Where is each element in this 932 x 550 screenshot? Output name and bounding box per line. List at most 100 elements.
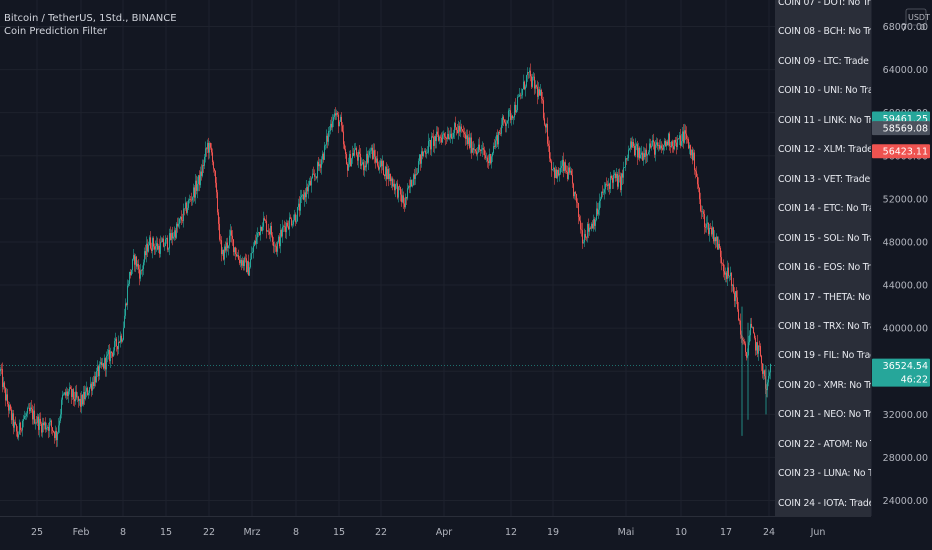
candle-body — [231, 230, 232, 236]
candle-body — [622, 173, 623, 178]
candle-body — [544, 118, 545, 125]
candle-body — [209, 143, 210, 153]
time-tick-label: Mai — [618, 527, 635, 538]
candle-body — [204, 156, 205, 166]
candle-body — [241, 259, 242, 266]
candle-body — [568, 167, 569, 179]
price-badge: 58569.08 — [872, 121, 930, 136]
candle-body — [728, 267, 729, 277]
candle-body — [43, 422, 44, 426]
candle-body — [82, 394, 83, 405]
candle-body — [589, 227, 590, 232]
candle-body — [97, 366, 98, 371]
candle-body — [265, 220, 266, 221]
candle-body — [442, 134, 443, 143]
candle-body — [578, 203, 579, 217]
candle-body — [474, 149, 475, 150]
candle-body — [682, 131, 683, 142]
candle-body — [280, 230, 281, 247]
candle-body — [179, 218, 180, 224]
candle-body — [520, 94, 521, 96]
candle-body — [27, 408, 28, 414]
candle-body — [735, 291, 736, 302]
candle-body — [710, 227, 711, 229]
candle-body — [128, 283, 129, 286]
candle-body — [374, 150, 375, 157]
indicator-name[interactable]: Coin Prediction Filter — [4, 26, 108, 37]
coin-row: COIN 15 - SOL: No Trade — [778, 232, 871, 244]
candle-body — [483, 148, 484, 150]
candle-body — [272, 235, 273, 242]
candle-body — [257, 233, 258, 238]
symbol-title[interactable]: Bitcoin / TetherUS, 1Std., BINANCE — [4, 13, 177, 24]
time-axis[interactable] — [0, 516, 932, 550]
candle-body — [730, 272, 731, 277]
candle-body — [550, 158, 551, 162]
candle-body — [668, 133, 669, 146]
candle-body — [734, 292, 735, 302]
candle-body — [332, 121, 333, 128]
candle-body — [461, 126, 462, 130]
candle-body — [676, 142, 677, 148]
candle-body — [432, 136, 433, 137]
candle-body — [402, 195, 403, 202]
candle-body — [722, 263, 723, 264]
candle-body — [301, 195, 302, 198]
candle-body — [358, 151, 359, 161]
candle-body — [505, 122, 506, 126]
candle-body — [430, 140, 431, 150]
chart-grid — [0, 0, 871, 516]
candle-body — [652, 140, 653, 146]
candle-body — [392, 178, 393, 187]
candle-body — [312, 173, 313, 179]
candle-body — [634, 146, 635, 156]
candle-body — [117, 346, 118, 350]
candle-body — [499, 131, 500, 134]
price-tick-label: 68000.00 — [883, 22, 928, 33]
candle-body — [16, 424, 17, 432]
candle-body — [741, 334, 742, 339]
candle-body — [217, 192, 218, 213]
candle-body — [106, 355, 107, 370]
candle-body — [214, 168, 215, 171]
candle-body — [60, 414, 61, 421]
candle-body — [539, 89, 540, 96]
candle-body — [80, 398, 81, 407]
candle-body — [501, 125, 502, 134]
candle-body — [104, 358, 105, 369]
candle-body — [577, 202, 578, 204]
candle-body — [327, 135, 328, 142]
candle-body — [121, 335, 122, 342]
candle-body — [625, 158, 626, 168]
candle-body — [592, 223, 593, 229]
candle-body — [224, 246, 225, 260]
candle-body — [45, 422, 46, 430]
candle-body — [631, 141, 632, 148]
candle-body — [500, 133, 501, 134]
candle-body — [370, 150, 371, 152]
currency-box[interactable]: USDT 0 — [905, 8, 930, 32]
candle-body — [754, 333, 755, 338]
candle-body — [139, 269, 140, 279]
candle-body — [165, 239, 166, 247]
candle-body — [96, 370, 97, 383]
candle-body — [688, 139, 689, 149]
candle-body — [609, 183, 610, 189]
candle-body — [75, 391, 76, 402]
candle-body — [186, 202, 187, 213]
candle-body — [452, 137, 453, 139]
candle-body — [404, 203, 405, 208]
candle-body — [36, 422, 37, 424]
candle-body — [201, 171, 202, 176]
candle-body — [509, 110, 510, 111]
candle-body — [640, 154, 641, 159]
candle-body — [270, 226, 271, 235]
candle-body — [178, 223, 179, 227]
candle-body — [516, 110, 517, 113]
candle-body — [237, 255, 238, 257]
candle-body — [92, 382, 93, 391]
candle-body — [549, 145, 550, 159]
price-tick-label: 24000.00 — [883, 496, 928, 507]
price-axis[interactable] — [871, 0, 932, 550]
